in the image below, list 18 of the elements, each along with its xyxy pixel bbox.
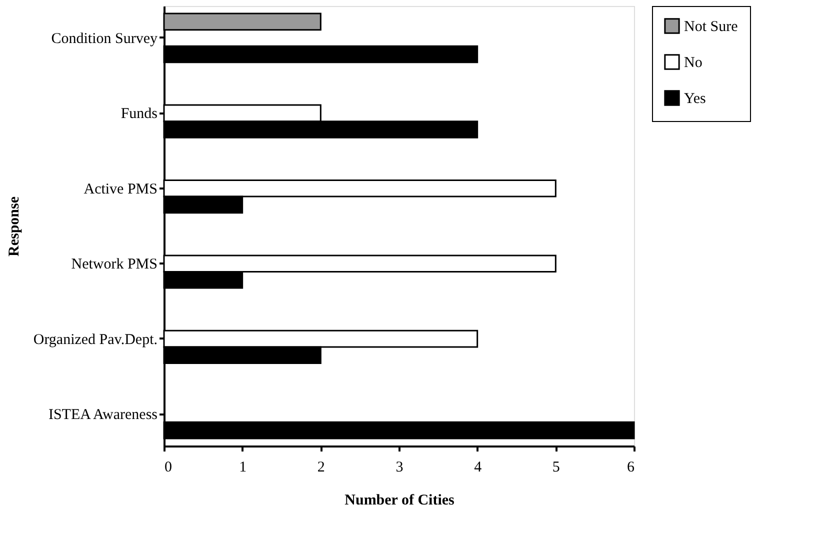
y-tick-label: Organized Pav.Dept. (33, 332, 158, 348)
x-tick-label: 5 (552, 460, 560, 476)
x-axis-title: Number of Cities (344, 492, 455, 508)
legend-label: No (684, 55, 702, 71)
y-tick-label: Network PMS (71, 256, 158, 273)
x-tick-label: 4 (474, 460, 482, 476)
legend-label: Yes (684, 91, 706, 107)
x-tick-label: 2 (317, 460, 325, 476)
y-tick-label: Condition Survey (51, 30, 158, 47)
x-tick-label: 6 (627, 460, 635, 476)
legend-label: Not Sure (684, 19, 738, 35)
y-axis-title: Response (6, 196, 22, 257)
y-tick-label: ISTEA Awareness (48, 407, 158, 424)
x-tick-label: 1 (239, 460, 247, 476)
x-tick-label: 0 (164, 460, 172, 476)
y-tick-label: Funds (120, 106, 158, 122)
x-tick-label: 3 (396, 460, 404, 476)
y-tick-label: Active PMS (84, 181, 158, 198)
